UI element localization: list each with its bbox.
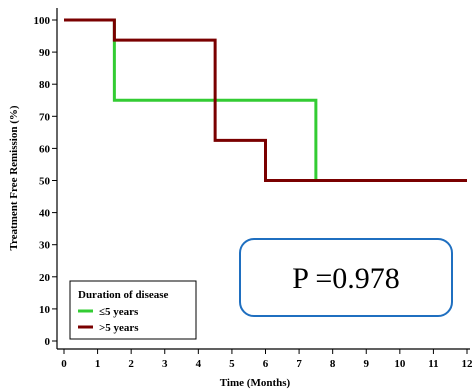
x-tick-label: 9 bbox=[364, 358, 370, 370]
p-value-box bbox=[239, 238, 453, 317]
legend-title: Duration of disease bbox=[78, 289, 169, 301]
legend: Duration of disease ≤5 years >5 years bbox=[69, 280, 197, 340]
x-tick-label: 10 bbox=[394, 358, 406, 370]
y-tick-label: 10 bbox=[39, 304, 51, 316]
x-tick-label: 3 bbox=[162, 358, 168, 370]
x-tick-label: 1 bbox=[95, 358, 101, 370]
x-tick-group: 0 1 2 3 4 5 6 7 8 9 10 11 12 bbox=[61, 349, 473, 370]
x-tick-label: 0 bbox=[61, 358, 67, 370]
p-value-annotation: P =0.978 bbox=[239, 238, 453, 317]
y-tick-label: 90 bbox=[39, 47, 51, 59]
y-tick-label: 70 bbox=[39, 111, 51, 123]
series-line-gt5 bbox=[64, 18, 467, 182]
x-tick-label: 12 bbox=[462, 358, 474, 370]
y-tick-label: 20 bbox=[39, 272, 51, 284]
x-tick-label: 2 bbox=[128, 358, 134, 370]
p-value-text: P =0.978 bbox=[292, 262, 400, 295]
x-tick-label: 5 bbox=[229, 358, 235, 370]
plot-frame bbox=[56, 8, 470, 350]
y-tick-label: 30 bbox=[39, 240, 51, 252]
x-tick-label: 11 bbox=[428, 358, 438, 370]
legend-label-le5: ≤5 years bbox=[99, 306, 139, 318]
x-tick-label: 6 bbox=[263, 358, 269, 370]
series-group bbox=[64, 18, 467, 182]
x-tick-label: 7 bbox=[296, 358, 302, 370]
y-axis-title: Treatment Free Remission (%) bbox=[8, 105, 20, 250]
y-tick-label: 80 bbox=[39, 79, 51, 91]
x-axis-title: Time (Months) bbox=[220, 377, 291, 389]
legend-label-gt5: >5 years bbox=[99, 322, 139, 334]
y-tick-label: 40 bbox=[39, 208, 51, 220]
x-tick-label: 8 bbox=[330, 358, 336, 370]
y-tick-label: 50 bbox=[39, 176, 51, 188]
y-tick-group: 0 10 20 30 40 50 60 70 80 90 100 bbox=[34, 15, 57, 348]
y-tick-label: 0 bbox=[45, 336, 51, 348]
y-tick-label: 60 bbox=[39, 143, 51, 155]
x-tick-label: 4 bbox=[196, 358, 202, 370]
y-tick-label: 100 bbox=[34, 15, 51, 27]
